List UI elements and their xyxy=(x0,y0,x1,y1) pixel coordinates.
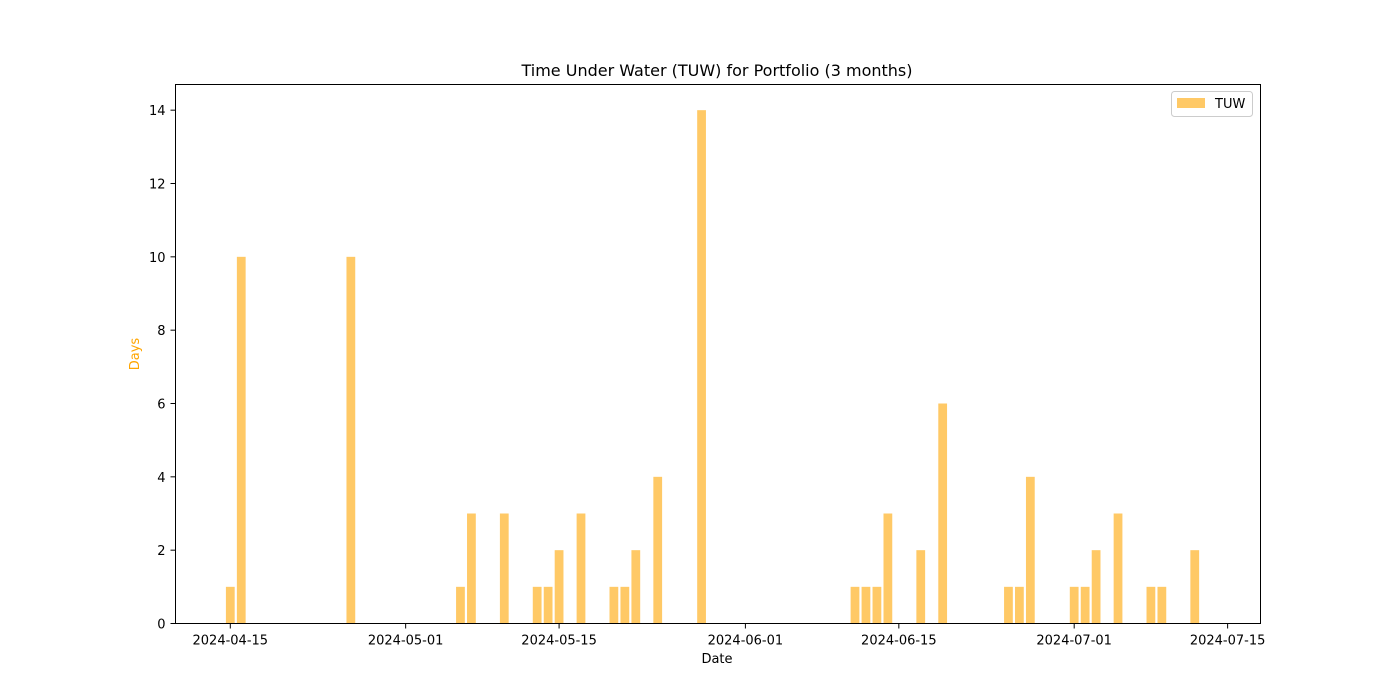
bar-2024-05-07 xyxy=(467,513,476,624)
bar-2024-05-10 xyxy=(499,513,509,624)
bar-2024-06-25 xyxy=(1004,586,1013,624)
bar-2024-06-11 xyxy=(850,586,860,624)
chart-title: Time Under Water (TUW) for Portfolio (3 … xyxy=(520,61,912,80)
bar-2024-07-03 xyxy=(1091,550,1101,624)
bar-2024-07-02 xyxy=(1080,586,1090,624)
y-tick-label: 12 xyxy=(149,178,166,193)
legend: TUW xyxy=(1171,91,1253,117)
legend-frame xyxy=(1171,91,1253,117)
bar-2024-05-13 xyxy=(532,586,542,624)
x-tick-label: 2024-04-15 xyxy=(193,634,269,649)
bar-2024-06-14 xyxy=(883,513,893,624)
bar-2024-05-14 xyxy=(543,586,553,624)
bar-2024-07-01 xyxy=(1069,586,1079,624)
x-tick-label: 2024-06-15 xyxy=(861,634,937,649)
bar-2024-05-24 xyxy=(653,476,663,624)
bar-2024-06-27 xyxy=(1025,476,1035,624)
bar-2024-05-20 xyxy=(609,586,619,624)
legend-label: TUW xyxy=(1214,97,1245,112)
x-tick-label: 2024-06-01 xyxy=(708,634,784,649)
bar-2024-05-22 xyxy=(631,550,641,624)
bar-2024-06-17 xyxy=(916,550,926,624)
bar-2024-05-28 xyxy=(697,110,706,624)
bar-2024-04-26 xyxy=(346,256,356,624)
bars-group xyxy=(225,110,1200,624)
bar-2024-05-17 xyxy=(576,513,586,624)
bar-2024-04-16 xyxy=(236,256,246,624)
y-tick-label: 6 xyxy=(157,398,165,413)
y-tick-label: 14 xyxy=(149,104,166,119)
y-tick-label: 8 xyxy=(157,324,165,339)
x-axis-label: Date xyxy=(701,652,732,667)
x-tick-label: 2024-05-15 xyxy=(521,634,597,649)
y-tick-label: 4 xyxy=(157,471,165,486)
bar-2024-05-15 xyxy=(554,550,564,624)
y-tick-label: 0 xyxy=(157,618,165,633)
bar-2024-07-05 xyxy=(1113,513,1123,624)
y-tick-label: 10 xyxy=(149,251,166,266)
bar-2024-07-08 xyxy=(1146,586,1156,624)
x-axis-ticks: 2024-04-15 2024-05-01 2024-05-15 2024-06-01… xyxy=(193,623,1266,649)
bar-2024-07-09 xyxy=(1157,586,1167,624)
bar-2024-05-21 xyxy=(620,586,630,624)
legend-swatch xyxy=(1177,98,1205,108)
y-axis-ticks: 0 2 4 6 8 10 12 14 xyxy=(149,104,176,633)
bar-2024-06-12 xyxy=(861,586,871,624)
y-axis-label: Days xyxy=(128,338,143,371)
bar-2024-06-13 xyxy=(872,586,882,624)
y-tick-label: 2 xyxy=(157,544,165,559)
x-tick-label: 2024-07-15 xyxy=(1190,634,1266,649)
x-tick-label: 2024-07-01 xyxy=(1036,634,1112,649)
bar-2024-06-26 xyxy=(1015,586,1024,624)
x-tick-label: 2024-05-01 xyxy=(368,634,444,649)
bar-2024-05-06 xyxy=(456,586,465,624)
bar-2024-07-12 xyxy=(1190,550,1200,624)
bar-2024-04-15 xyxy=(225,586,235,624)
bar-2024-06-19 xyxy=(938,403,948,624)
plot-frame xyxy=(175,84,1261,624)
